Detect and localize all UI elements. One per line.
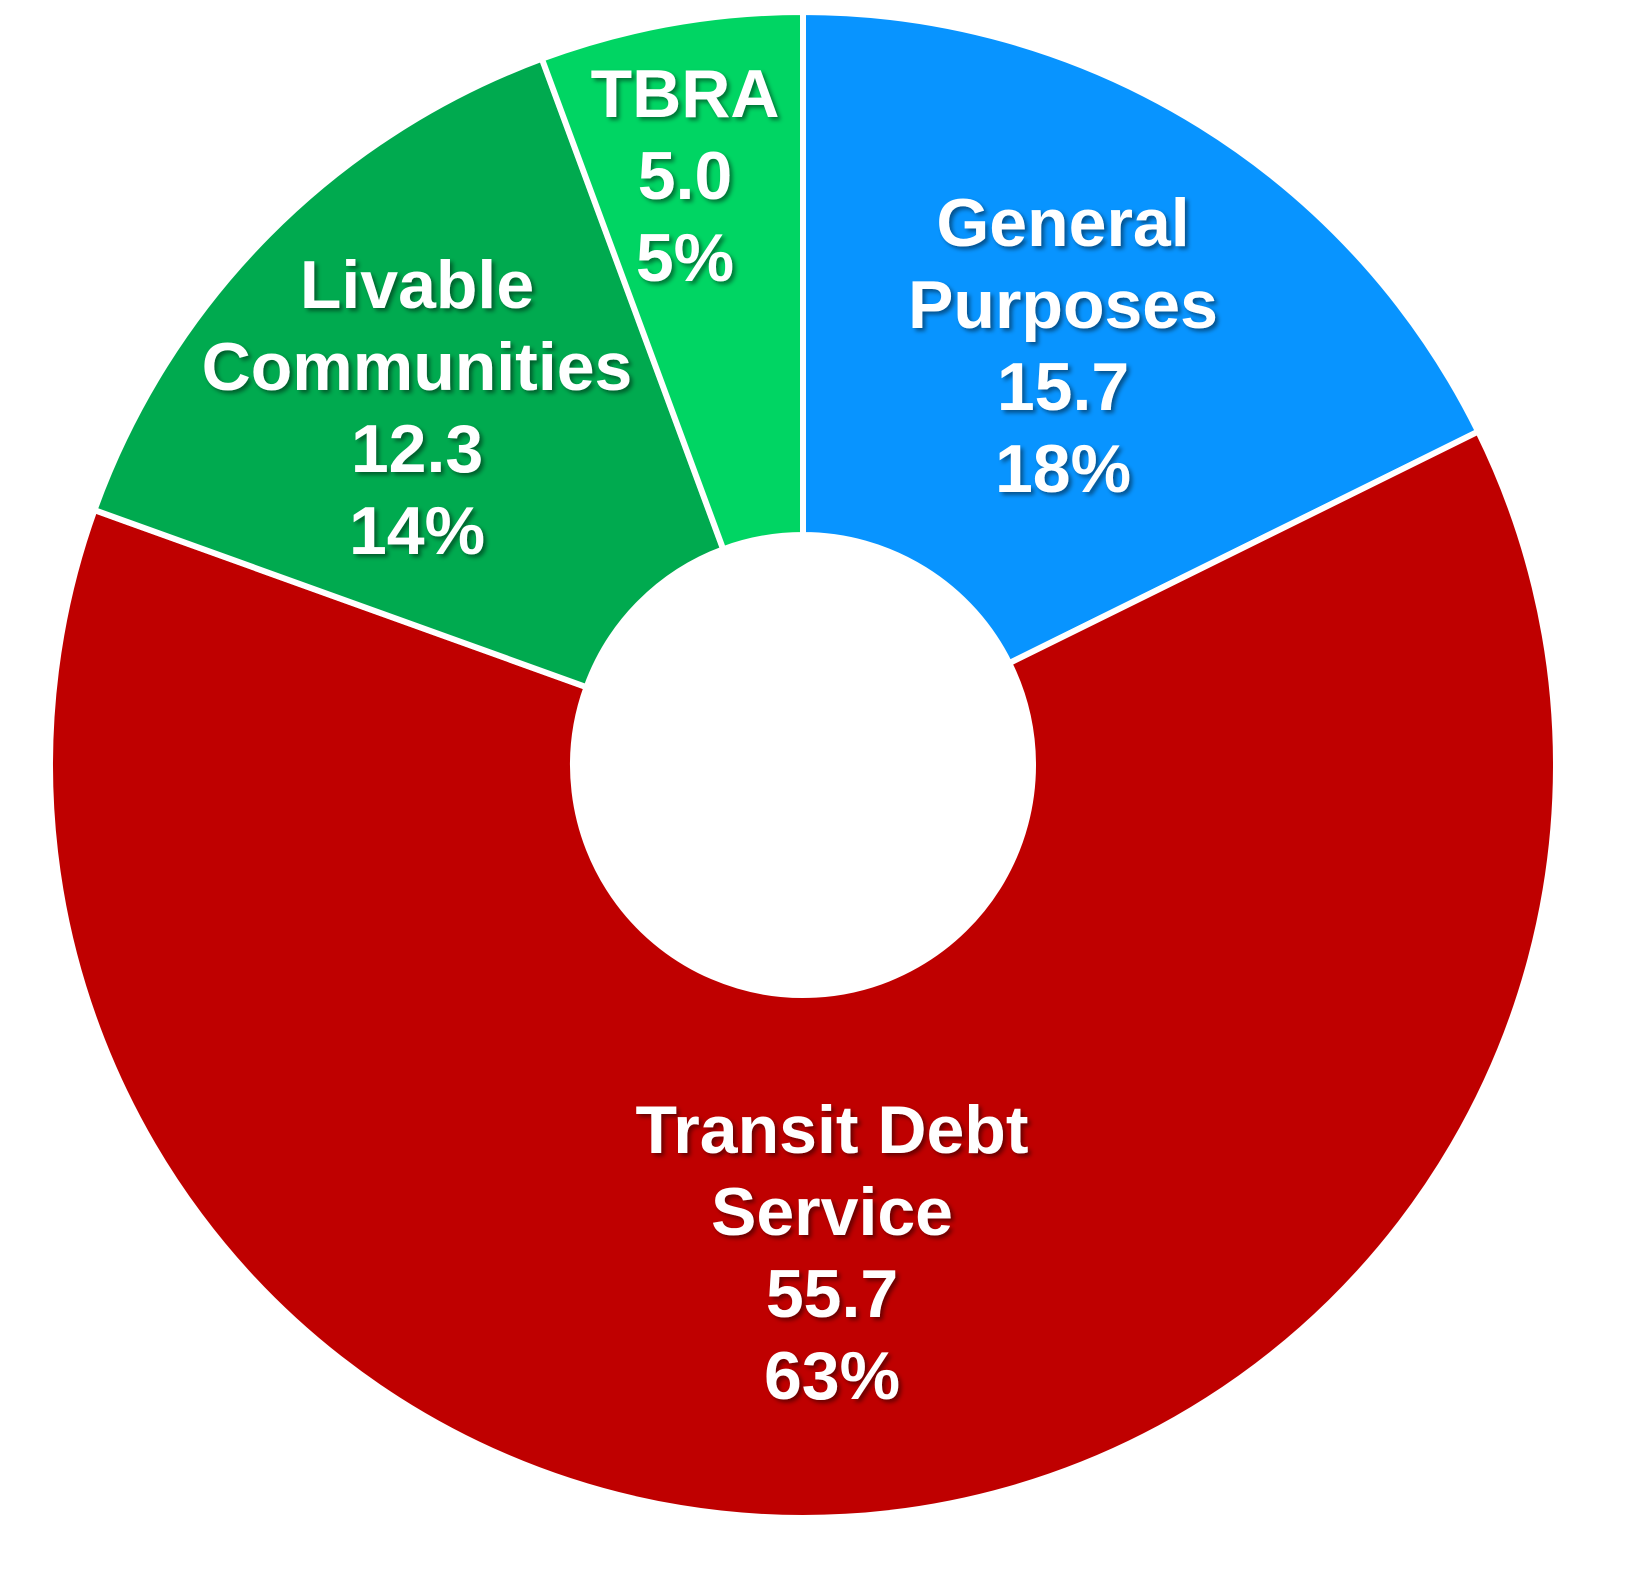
donut-slice	[47, 428, 1559, 1521]
slice-label: Purposes	[908, 267, 1218, 343]
slice-label: Service	[711, 1174, 953, 1250]
value-label: 5.0	[638, 138, 733, 214]
percent-label: 18%	[995, 431, 1131, 507]
donut-slice	[538, 9, 806, 553]
slice-label: Transit Debt	[636, 1092, 1029, 1168]
percent-label: 14%	[349, 493, 485, 569]
value-label: 12.3	[351, 411, 483, 487]
value-label: 15.7	[997, 349, 1129, 425]
value-label: 55.7	[766, 1256, 898, 1332]
donut-slice	[91, 55, 727, 691]
slice-label: General	[936, 185, 1189, 261]
slice-label: TBRA	[591, 56, 780, 132]
percent-label: 5%	[636, 220, 734, 296]
percent-label: 63%	[764, 1338, 900, 1414]
donut-slice	[800, 9, 1482, 667]
slice-label: Communities	[202, 329, 633, 405]
slice-label: Livable	[300, 247, 534, 323]
